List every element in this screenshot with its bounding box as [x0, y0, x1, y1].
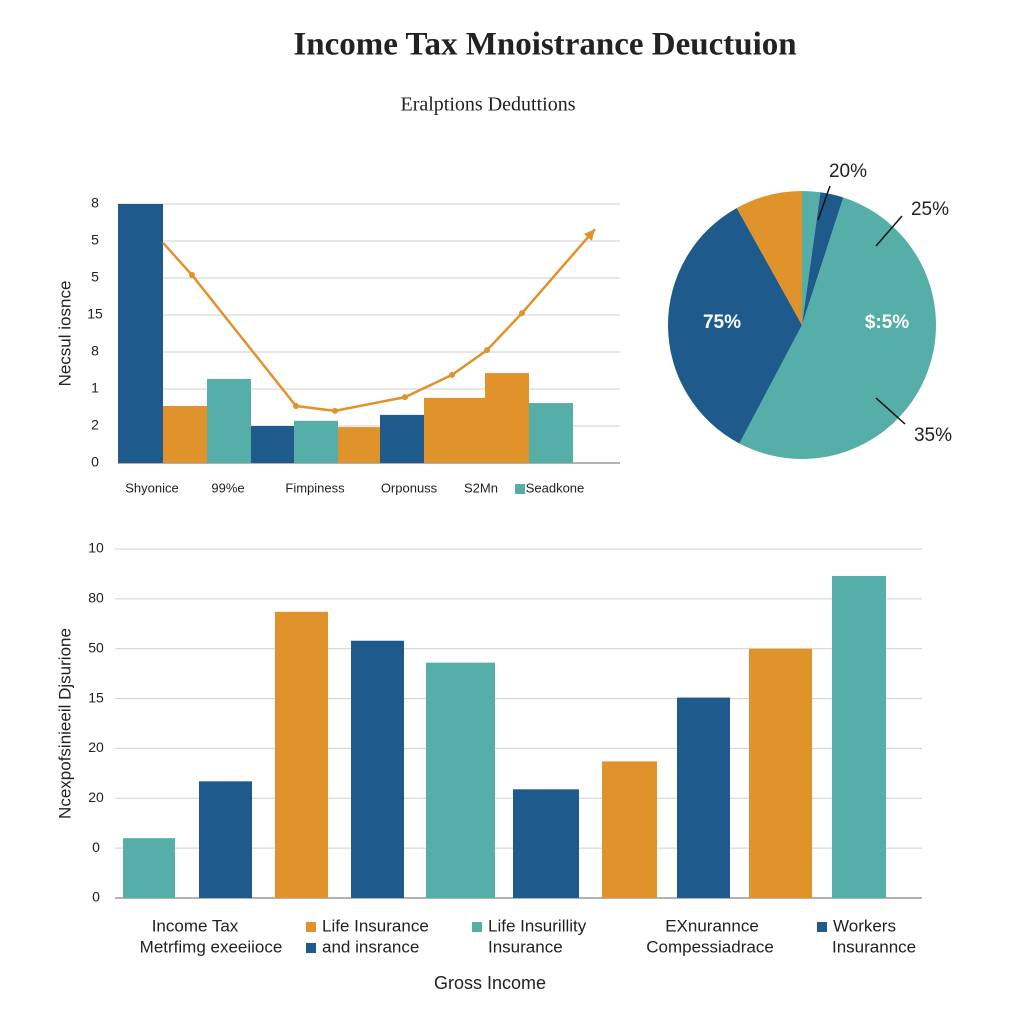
leader-line: [875, 397, 906, 425]
y-axis-label: Ncexpofsinieeil Djsurione: [55, 628, 74, 819]
y-tick-label: 8: [91, 343, 99, 359]
x-tick-label: Shyonice: [125, 480, 178, 495]
y-tick-label: 5: [91, 232, 99, 248]
bar: [275, 611, 328, 898]
pie-slice: [739, 197, 937, 460]
y-axis-label: Necsul iosnce: [55, 281, 74, 387]
legend-label: Life Insurance: [322, 916, 429, 935]
bar: [163, 406, 207, 463]
pie-slice: [668, 207, 802, 444]
line-point: [189, 272, 195, 279]
bar: [426, 662, 495, 898]
bar: [207, 379, 251, 463]
y-tick-label: 0: [92, 889, 100, 905]
y-tick-label: 20: [88, 739, 104, 755]
legend-swatch: [306, 922, 316, 932]
legend-label: Life Insurillity: [488, 916, 587, 935]
bar: [749, 648, 812, 898]
slice-label: 75%: [703, 312, 741, 333]
y-tick-label: 0: [92, 839, 100, 855]
x-tick-label: Fimpiness: [285, 480, 345, 495]
bar: [123, 838, 175, 898]
y-tick-label: 80: [88, 590, 104, 606]
bar: [485, 373, 529, 463]
legend-swatch: [817, 922, 827, 932]
line-point: [402, 394, 408, 401]
annotation: 35%: [914, 425, 952, 446]
chart-title: Income Tax Mnoistrance Deuctuion: [293, 27, 796, 63]
bar: [529, 403, 573, 463]
annotation: 20%: [829, 161, 867, 182]
x-axis-label: Gross Income: [434, 973, 546, 993]
y-tick-label: 10: [88, 540, 104, 556]
slice-label: $:5%: [865, 312, 909, 333]
legend-label: Insurance: [488, 937, 563, 956]
line-point: [332, 407, 338, 414]
legend-label: Metrfimg exeeiioce: [140, 937, 283, 956]
legend-label: Insurannce: [832, 937, 916, 956]
y-tick-label: 50: [88, 639, 104, 655]
bar: [294, 420, 338, 463]
leader-line: [875, 215, 903, 247]
bar: [513, 789, 579, 898]
legend-swatch: [515, 484, 525, 494]
x-tick-label: Seadkone: [526, 480, 585, 495]
bar: [118, 204, 163, 463]
legend-swatch: [472, 922, 482, 932]
bar: [251, 426, 294, 463]
bar: [380, 414, 424, 463]
pie-slice: [802, 192, 844, 325]
x-tick-label: 99%e: [211, 480, 244, 495]
bar: [338, 427, 380, 463]
y-tick-label: 5: [91, 269, 99, 285]
y-tick-label: 15: [87, 306, 103, 322]
legend-label: Compessiadrace: [646, 937, 774, 956]
legend-swatch: [306, 943, 316, 953]
bar: [677, 697, 730, 898]
line-point: [519, 310, 525, 317]
legend-label: and insrance: [322, 937, 419, 956]
x-tick-label: S2Mn: [464, 480, 498, 495]
bar: [602, 761, 657, 898]
bar: [351, 640, 404, 898]
y-tick-label: 0: [91, 454, 99, 470]
y-tick-label: 20: [88, 789, 104, 805]
pie-slice: [802, 191, 821, 325]
annotation: 25%: [911, 199, 949, 220]
line-point: [449, 371, 455, 378]
leader-line: [817, 185, 831, 221]
arrow-head: [583, 229, 595, 241]
line-point: [293, 403, 299, 410]
y-tick-label: 2: [91, 417, 99, 433]
x-tick-label: Orponuss: [381, 480, 438, 495]
line-point: [484, 347, 490, 354]
y-tick-label: 1: [91, 380, 99, 396]
bar: [424, 397, 485, 463]
subtitle: Eralptions Deduttions: [401, 94, 576, 116]
bar: [832, 575, 886, 898]
legend-label: EXnurannce: [665, 916, 759, 935]
pie-slice: [736, 191, 802, 325]
y-tick-label: 8: [91, 195, 99, 211]
legend-label: Income Tax: [152, 916, 239, 935]
bar: [199, 781, 252, 898]
y-tick-label: 15: [88, 689, 104, 705]
legend-label: Workers: [833, 916, 896, 935]
